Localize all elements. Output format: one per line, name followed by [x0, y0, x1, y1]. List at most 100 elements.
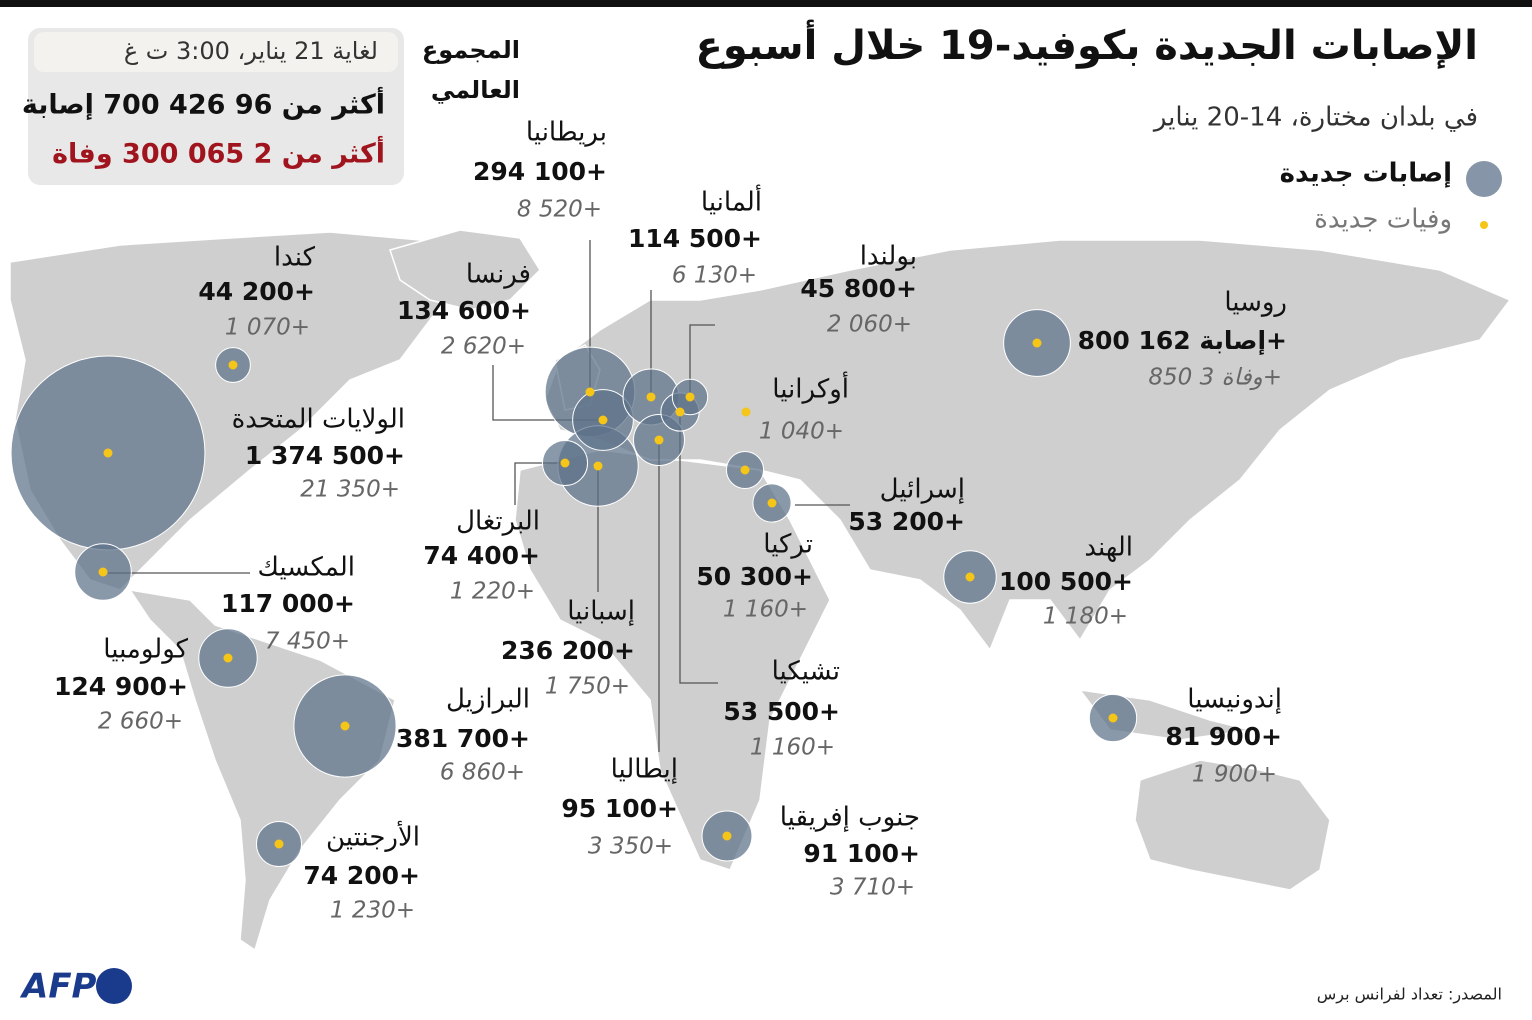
country-name: بولندا — [860, 242, 917, 272]
country-name: الولايات المتحدة — [232, 405, 405, 435]
death-dot — [1108, 713, 1118, 723]
country-deaths: 1 220+ — [450, 579, 535, 605]
country-deaths: 3 710+ — [830, 875, 915, 901]
country-cases: 74 200+ — [303, 861, 420, 890]
country-cases: 81 900+ — [1165, 722, 1282, 751]
global-label: المجموع العالمي — [421, 36, 520, 104]
country-name: جنوب إفريقيا — [780, 803, 920, 833]
country-cases: 117 000+ — [221, 589, 355, 618]
country-name: البرتغال — [456, 507, 540, 537]
country-cases: 1 374 500+ — [245, 441, 405, 470]
death-dot — [274, 839, 284, 849]
country-deaths: 2 620+ — [441, 334, 526, 360]
logo: AFP — [19, 967, 97, 1007]
country-deaths: وفاة 3 850+ — [1148, 365, 1282, 391]
country-name: الهند — [1084, 533, 1133, 563]
country-deaths: 3 350+ — [588, 834, 673, 860]
death-dot — [965, 572, 975, 582]
logo-dot — [96, 968, 132, 1004]
country-cases: 134 600+ — [397, 296, 531, 325]
legend-deaths: وفيات جديدة — [1314, 205, 1452, 235]
country-cases: 381 700+ — [396, 724, 530, 753]
country-deaths: 8 520+ — [517, 197, 602, 223]
death-dot — [740, 465, 750, 475]
country-name: إندونيسيا — [1187, 685, 1282, 715]
country-name: كولومبيا — [103, 635, 188, 665]
global-label-box: المجموع العالمي — [421, 36, 520, 104]
country-cases: 95 100+ — [561, 794, 678, 823]
death-dot — [646, 392, 656, 402]
country-cases: إصابة 162 800+ — [1078, 326, 1287, 355]
country-deaths: 21 350+ — [300, 477, 400, 503]
death-dot — [223, 653, 233, 663]
global-date: لغاية 21 يناير، 3:00 ت غ — [124, 37, 378, 65]
country-name: ألمانيا — [701, 184, 762, 218]
country-name: إسبانيا — [567, 597, 635, 627]
country-deaths: 1 900+ — [1192, 762, 1277, 788]
country-cases: 45 800+ — [800, 274, 917, 303]
country-deaths: 1 750+ — [545, 674, 630, 700]
country-name: الأرجنتين — [326, 820, 420, 853]
global-deaths: أكثر من 2 065 300 وفاة — [52, 136, 385, 170]
country-deaths: 1 070+ — [225, 315, 310, 341]
country-name: أوكرانيا — [772, 371, 849, 405]
death-dot — [560, 458, 570, 468]
country-deaths: 1 040+ — [759, 419, 844, 445]
country-cases: 294 100+ — [473, 157, 607, 186]
country-name: تشيكيا — [772, 657, 840, 687]
leader-line — [679, 412, 718, 684]
death-dot — [593, 461, 603, 471]
country-cases: 50 300+ — [696, 562, 813, 591]
country-name: البرازيل — [446, 685, 530, 715]
country-deaths: 1 160+ — [723, 597, 808, 623]
country-cases: 91 100+ — [803, 839, 920, 868]
country-name: روسيا — [1224, 288, 1287, 318]
death-dot — [741, 407, 751, 417]
death-dot — [585, 387, 595, 397]
global-cases: أكثر من 96 426 700 إصابة — [22, 87, 385, 121]
country-cases: 114 500+ — [628, 224, 762, 253]
death-dot — [98, 567, 108, 577]
death-dot — [685, 392, 695, 402]
death-dot — [228, 360, 238, 370]
country-name: تركيا — [763, 530, 813, 560]
death-dot — [598, 415, 608, 425]
legend-cases: إصابات جديدة — [1280, 159, 1452, 189]
legend-circle — [1466, 161, 1502, 197]
country-cases: 53 200+ — [848, 507, 965, 536]
country-deaths: 6 860+ — [440, 760, 525, 786]
leader-line — [689, 324, 715, 397]
legend-dot — [1480, 221, 1488, 229]
country-deaths: 1 160+ — [750, 735, 835, 761]
country-name: فرنسا — [466, 260, 531, 290]
title: الإصابات الجديدة بكوفيد-19 خلال أسبوع — [696, 19, 1478, 69]
country-name: إسرائيل — [880, 475, 965, 505]
country-name: إيطاليا — [611, 755, 678, 785]
country-deaths: 1 230+ — [330, 898, 415, 924]
country-deaths: 2 060+ — [827, 312, 912, 338]
country-name: كندا — [274, 243, 316, 273]
country-deaths: 7 450+ — [265, 629, 350, 655]
top-bar — [0, 0, 1532, 7]
subtitle: في بلدان مختارة، 14-20 يناير — [1152, 103, 1478, 133]
country-cases: 100 500+ — [999, 567, 1133, 596]
source: المصدر: تعداد لفرانس برس — [1317, 985, 1502, 1005]
date-box — [34, 32, 398, 72]
death-dot — [675, 407, 685, 417]
death-dot — [767, 498, 777, 508]
country-deaths: 1 180+ — [1043, 604, 1128, 630]
death-dot — [103, 448, 113, 458]
country-name: المكسيك — [258, 553, 356, 583]
death-dot — [340, 721, 350, 731]
death-dot — [654, 435, 664, 445]
death-dot — [722, 831, 732, 841]
death-dot — [1032, 338, 1042, 348]
country-cases: 53 500+ — [723, 697, 840, 726]
country-cases: 74 400+ — [423, 541, 540, 570]
country-cases: 124 900+ — [54, 672, 188, 701]
country-deaths: 6 130+ — [672, 263, 757, 289]
country-cases: 44 200+ — [198, 277, 315, 306]
country-name: بريطانيا — [526, 118, 607, 148]
